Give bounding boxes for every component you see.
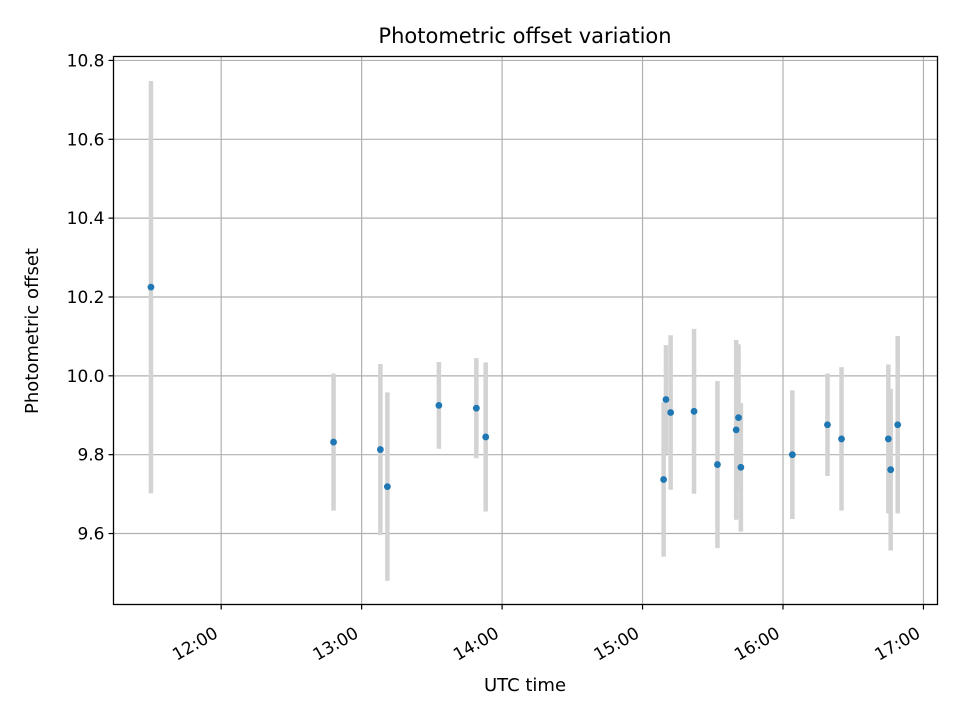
data-point	[887, 466, 895, 474]
data-point	[788, 451, 796, 459]
y-tick-label: 10.6	[67, 130, 105, 150]
data-point	[732, 426, 740, 434]
data-point	[383, 483, 391, 491]
data-point	[714, 461, 721, 468]
y-tick-label: 10.8	[67, 51, 105, 71]
chart-title: Photometric offset variation	[378, 24, 671, 48]
y-axis-ticks: 9.6 9.8 10.0 10.2 10.4 10.6 10.8	[67, 51, 114, 545]
plot-frame	[112, 55, 939, 606]
data-point	[735, 414, 742, 422]
data-point	[482, 433, 490, 441]
y-tick-label: 9.8	[77, 446, 104, 466]
data-point	[824, 421, 831, 429]
grid	[113, 56, 938, 605]
data-point	[690, 407, 698, 415]
data-point	[472, 404, 480, 412]
y-tick-label: 10.0	[67, 367, 105, 387]
data-point	[838, 435, 845, 443]
data-point	[662, 396, 670, 403]
data-points	[147, 283, 902, 491]
data-point	[884, 435, 892, 443]
y-tick-label: 10.2	[67, 288, 105, 308]
data-point	[147, 283, 155, 291]
data-point	[667, 409, 675, 416]
data-point	[737, 463, 745, 471]
x-axis-label: UTC time	[484, 675, 566, 696]
data-point	[435, 402, 443, 409]
data-point	[894, 421, 902, 429]
data-point	[330, 438, 337, 446]
y-tick-label: 10.4	[67, 209, 105, 229]
y-axis-label: Photometric offset	[22, 248, 43, 414]
data-point	[660, 476, 668, 483]
y-tick-label: 9.6	[77, 525, 104, 545]
data-point	[376, 446, 384, 453]
